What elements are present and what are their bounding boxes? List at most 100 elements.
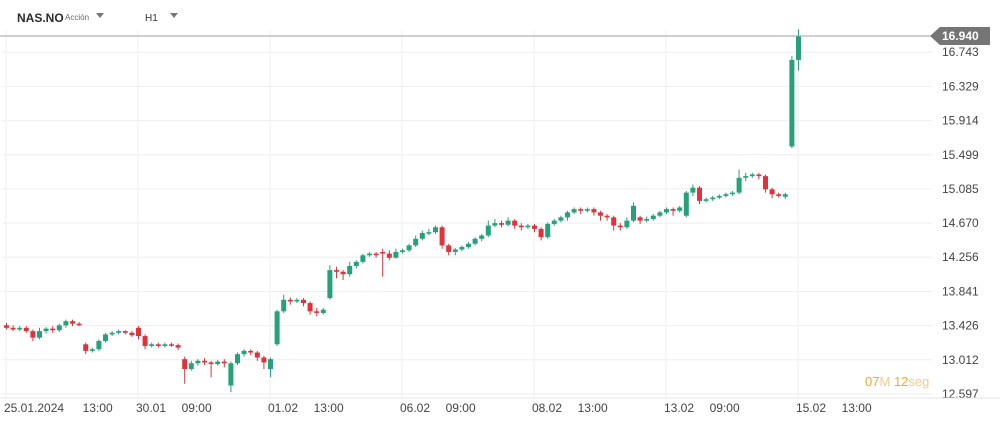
candle-body-down <box>386 253 392 258</box>
timeframe-chevron-down-icon[interactable] <box>170 13 178 18</box>
candle-body-down <box>136 327 141 337</box>
y-tick-label: 15.914 <box>942 114 979 128</box>
candle-body-up <box>782 194 788 197</box>
candle-body-down <box>499 223 504 225</box>
candle-body-down <box>439 227 445 246</box>
candle-body-down <box>261 357 267 363</box>
timeframe-selector[interactable]: H1 <box>145 13 158 24</box>
candle-body-down <box>512 220 518 226</box>
x-tick-label: 25.01.2024 <box>4 401 64 415</box>
x-tick-label: 09:00 <box>446 401 476 415</box>
candle-body-up <box>195 360 201 364</box>
candle-body-down <box>637 217 643 221</box>
candle-body-up <box>789 59 795 147</box>
candle-body-up <box>631 205 636 221</box>
symbol-name[interactable]: NAS.NO <box>17 11 64 25</box>
candle-body-down <box>769 189 775 195</box>
candle-body-down <box>446 245 452 252</box>
candle-body-up <box>413 238 419 246</box>
candle-body-up <box>406 245 412 251</box>
candle-body-down <box>142 336 148 346</box>
candle-body-up <box>571 209 577 213</box>
candle-body-up <box>393 251 399 258</box>
candle-body-up <box>479 235 485 239</box>
candle-body-down <box>30 331 36 338</box>
candle-body-up <box>426 232 432 234</box>
candle-body-down <box>10 327 16 330</box>
x-tick-label: 13:00 <box>314 401 344 415</box>
x-tick-label: 13:00 <box>578 401 608 415</box>
x-tick-label: 30.01 <box>136 401 166 415</box>
candle-body-down <box>221 361 227 364</box>
candle-body-up <box>492 223 498 226</box>
countdown-seconds-unit: seg <box>908 374 930 389</box>
candle-body-up <box>433 227 438 233</box>
candle-body-down <box>380 251 386 254</box>
candle-body-down <box>578 209 584 211</box>
x-tick-label: 13:00 <box>83 401 113 415</box>
candle-body-down <box>301 299 306 304</box>
y-tick-label: 15.085 <box>942 182 979 196</box>
candle-body-up <box>360 255 366 262</box>
candle-body-up <box>723 194 729 196</box>
countdown-minutes-unit: M <box>879 374 891 389</box>
countdown-minutes: 07 <box>865 374 880 389</box>
x-tick-label: 09:00 <box>182 401 212 415</box>
candle-body-down <box>76 323 82 326</box>
candle-body-up <box>485 225 491 236</box>
x-tick-label: 15.02 <box>796 401 826 415</box>
candle-body-up <box>664 209 669 213</box>
candle-body-up <box>347 265 353 275</box>
candle-body-down <box>591 209 597 213</box>
candle-body-down <box>287 299 293 302</box>
candle-body-up <box>116 331 122 333</box>
candle-body-down <box>314 311 320 313</box>
candle-body-up <box>459 247 465 250</box>
candle-body-down <box>70 321 75 324</box>
candle-body-down <box>182 359 188 370</box>
candle-body-up <box>162 344 168 346</box>
candle-body-down <box>334 270 339 272</box>
candle-body-up <box>551 220 557 224</box>
candle-body-up <box>109 332 115 335</box>
candle-body-up <box>241 350 247 355</box>
candle-body-up <box>683 192 689 216</box>
candle-body-up <box>624 220 630 228</box>
candle-body-up <box>644 218 650 221</box>
candle-body-up <box>716 195 722 198</box>
candle-body-up <box>472 238 478 244</box>
candle-body-up <box>677 207 683 211</box>
candle-body-up <box>736 177 742 193</box>
candle-body-up <box>545 223 551 238</box>
candle-body-up <box>56 325 62 331</box>
x-tick-label: 13:00 <box>842 401 872 415</box>
candle-body-down <box>340 271 346 275</box>
y-tick-label: 15.499 <box>942 148 979 162</box>
asset-type: Acción <box>65 13 90 22</box>
chart-toolbar: NAS.NO Acción H1 <box>0 0 1000 30</box>
candle-body-up <box>63 321 69 326</box>
y-tick-label: 16.743 <box>942 45 979 59</box>
candle-body-down <box>756 174 762 177</box>
candle-body-up <box>294 299 300 302</box>
candle-body-down <box>129 332 135 336</box>
candle-body-up <box>730 192 735 195</box>
candle-body-up <box>703 199 709 201</box>
symbol-chevron-down-icon[interactable] <box>96 13 104 18</box>
candle-body-up <box>43 328 49 332</box>
candle-body-up <box>400 250 405 252</box>
candle-body-down <box>169 344 174 346</box>
candle-body-down <box>697 187 702 201</box>
y-tick-label: 13.426 <box>942 319 979 333</box>
candle-body-up <box>367 253 372 256</box>
x-tick-label: 13.02 <box>664 401 694 415</box>
y-tick-label: 16.329 <box>942 79 979 93</box>
candle-body-down <box>373 253 379 256</box>
candle-body-up <box>37 331 42 338</box>
candle-body-down <box>254 352 260 358</box>
bar-countdown: 07M 12seg <box>865 374 929 389</box>
candle-body-up <box>796 36 801 60</box>
candle-body-up <box>188 363 194 370</box>
y-tick-label: 12.597 <box>942 387 979 401</box>
